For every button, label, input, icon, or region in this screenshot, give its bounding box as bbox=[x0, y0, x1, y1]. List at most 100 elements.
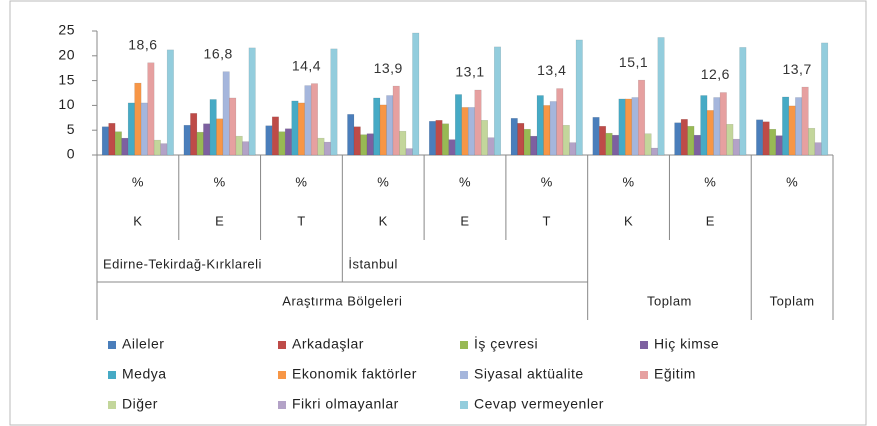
chart-frame bbox=[9, 0, 867, 426]
bar bbox=[769, 128, 777, 156]
bar bbox=[517, 123, 525, 156]
bar bbox=[599, 125, 607, 156]
x-tick-label: % bbox=[459, 174, 471, 189]
bar bbox=[153, 139, 161, 156]
bar bbox=[536, 95, 544, 156]
bar bbox=[657, 37, 665, 156]
bar bbox=[782, 96, 790, 156]
x-tick-label: % bbox=[214, 174, 226, 189]
bar bbox=[821, 42, 829, 156]
bar bbox=[127, 102, 135, 156]
bar bbox=[788, 105, 796, 156]
bar bbox=[523, 128, 531, 156]
bar bbox=[487, 137, 495, 156]
bar bbox=[317, 137, 325, 156]
bar bbox=[147, 62, 155, 156]
x-tick-label: % bbox=[132, 174, 144, 189]
bar bbox=[166, 49, 174, 156]
bar bbox=[435, 120, 443, 156]
bar bbox=[543, 105, 551, 156]
group-label: Toplam bbox=[770, 293, 815, 308]
bar bbox=[353, 126, 361, 156]
group-label: Edirne-Tekirdağ-Kırklareli bbox=[103, 256, 262, 271]
bar bbox=[700, 95, 708, 156]
x-tick-label: E bbox=[460, 213, 469, 228]
bar bbox=[265, 125, 273, 156]
x-tick-label: % bbox=[786, 174, 798, 189]
data-label: 16,8 bbox=[204, 45, 233, 61]
bar bbox=[140, 102, 148, 156]
bar bbox=[203, 123, 211, 156]
x-tick-label: E bbox=[706, 213, 715, 228]
bar bbox=[801, 86, 809, 156]
data-label: 13,7 bbox=[782, 61, 811, 77]
legend-swatch bbox=[108, 371, 116, 379]
bar bbox=[379, 104, 387, 156]
bar bbox=[121, 137, 129, 156]
bar bbox=[442, 123, 449, 156]
x-tick-label: % bbox=[541, 174, 553, 189]
bar bbox=[284, 128, 292, 156]
bar bbox=[494, 46, 501, 156]
bar bbox=[808, 127, 816, 156]
bar bbox=[814, 142, 822, 156]
bar bbox=[366, 133, 374, 156]
legend-label: Aileler bbox=[122, 336, 164, 352]
x-tick-label: % bbox=[377, 174, 389, 189]
x-tick-label: % bbox=[295, 174, 307, 189]
bar bbox=[625, 98, 633, 156]
bar bbox=[756, 119, 764, 156]
bar bbox=[680, 119, 688, 156]
legend-label: Eğitim bbox=[654, 366, 696, 382]
legend-swatch bbox=[108, 401, 116, 409]
bar bbox=[386, 95, 394, 156]
bar bbox=[196, 131, 204, 156]
bar bbox=[605, 132, 613, 156]
legend-label: Siyasal aktüalite bbox=[474, 366, 584, 382]
legend-swatch bbox=[640, 371, 648, 379]
y-tick-label: 10 bbox=[58, 96, 75, 112]
data-label: 13,1 bbox=[455, 64, 484, 80]
bar bbox=[323, 141, 331, 156]
legend-label: Ekonomik faktörler bbox=[292, 366, 417, 382]
bar bbox=[291, 100, 299, 156]
bar bbox=[795, 97, 803, 156]
bar bbox=[429, 121, 436, 156]
legend-swatch bbox=[278, 401, 286, 409]
bar bbox=[330, 48, 338, 156]
bar bbox=[461, 107, 469, 156]
bar bbox=[242, 141, 250, 156]
bar bbox=[235, 135, 243, 156]
bar bbox=[530, 135, 538, 156]
bar bbox=[775, 135, 783, 156]
legend-swatch bbox=[460, 341, 468, 349]
bar bbox=[108, 123, 116, 156]
data-label: 12,6 bbox=[701, 66, 730, 82]
legend-label: Cevap vermeyenler bbox=[474, 396, 604, 412]
bar bbox=[392, 85, 400, 156]
bar bbox=[455, 94, 462, 156]
bar bbox=[360, 134, 368, 156]
x-tick-label: % bbox=[704, 174, 716, 189]
legend-swatch bbox=[108, 341, 116, 349]
x-tick-label: % bbox=[623, 174, 635, 189]
y-tick-label: 5 bbox=[67, 121, 75, 137]
bar bbox=[412, 32, 420, 156]
legend-swatch bbox=[460, 401, 468, 409]
bar bbox=[160, 143, 168, 156]
bar bbox=[726, 123, 734, 156]
legend-label: İş çevresi bbox=[474, 335, 538, 352]
bar bbox=[631, 97, 639, 156]
legend-label: Hiç kimse bbox=[654, 336, 719, 352]
y-tick-label: 25 bbox=[58, 22, 75, 38]
x-tick-label: K bbox=[133, 213, 142, 228]
bar bbox=[618, 98, 626, 156]
bar bbox=[549, 101, 557, 156]
bar bbox=[468, 107, 475, 156]
legend-swatch bbox=[278, 341, 286, 349]
bar bbox=[278, 131, 286, 156]
bar bbox=[481, 120, 488, 156]
bar bbox=[706, 110, 714, 156]
y-tick-label: 15 bbox=[58, 71, 75, 87]
